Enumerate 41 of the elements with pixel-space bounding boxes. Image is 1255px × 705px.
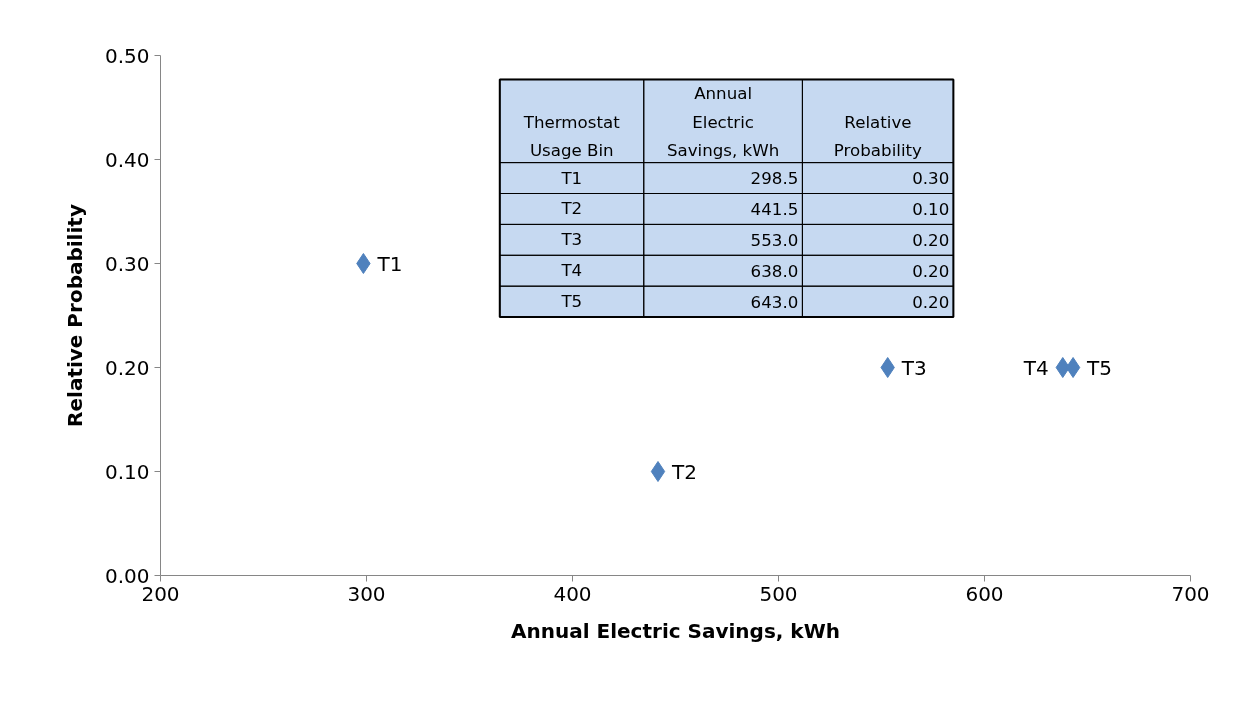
y-tick-label: 0.50 (104, 43, 150, 68)
annotation: 298.5 (750, 169, 799, 189)
point (356, 253, 371, 274)
y-tick-label: 0.10 (104, 459, 150, 484)
annotation: 0.20 (912, 261, 950, 281)
x-axis-title: Annual Electric Savings, kWh (511, 618, 840, 643)
y-tick-label: 0.30 (104, 251, 150, 276)
y-tick-label: 0.20 (104, 355, 150, 380)
annotation: T3 (900, 355, 927, 380)
annotation: T1 (376, 251, 403, 276)
text: T1 (561, 168, 583, 188)
x-tick-label: 700 (1171, 581, 1210, 606)
point (880, 357, 895, 378)
annotation: Thermostat Usage Bin (522, 112, 621, 160)
annotation: 0.20 (912, 292, 950, 312)
x-tick-label: 300 (347, 581, 386, 606)
annotation: T2 (670, 459, 697, 484)
text: T3 (561, 230, 583, 250)
annotation: T5 (1086, 355, 1113, 380)
text: T4 (561, 261, 583, 281)
point (650, 461, 666, 482)
point (1055, 357, 1070, 378)
annotation: 441.5 (750, 199, 799, 219)
x-tick-label: 400 (553, 581, 592, 606)
text: T5 (561, 292, 583, 312)
y-tick-label: 0.40 (104, 147, 150, 172)
annotation: 0.20 (912, 230, 950, 250)
annotation: 553.0 (750, 230, 799, 250)
x-tick-label: 500 (759, 581, 798, 606)
text: Relative Probability (62, 204, 87, 427)
point (1065, 357, 1081, 378)
annotation: Annual Electric Savings, kWh (666, 84, 780, 160)
annotation: 643.0 (750, 292, 799, 312)
annotation: 0.10 (912, 199, 950, 219)
annotation: 0.30 (912, 169, 950, 189)
y-axis-title: Relative Probability (833, 112, 923, 160)
annotation: 638.0 (750, 261, 799, 281)
x-tick-label: 600 (965, 581, 1004, 606)
y-tick-label: 0.00 (104, 563, 150, 588)
text: T2 (561, 199, 583, 219)
annotation: T4 (1022, 355, 1049, 380)
